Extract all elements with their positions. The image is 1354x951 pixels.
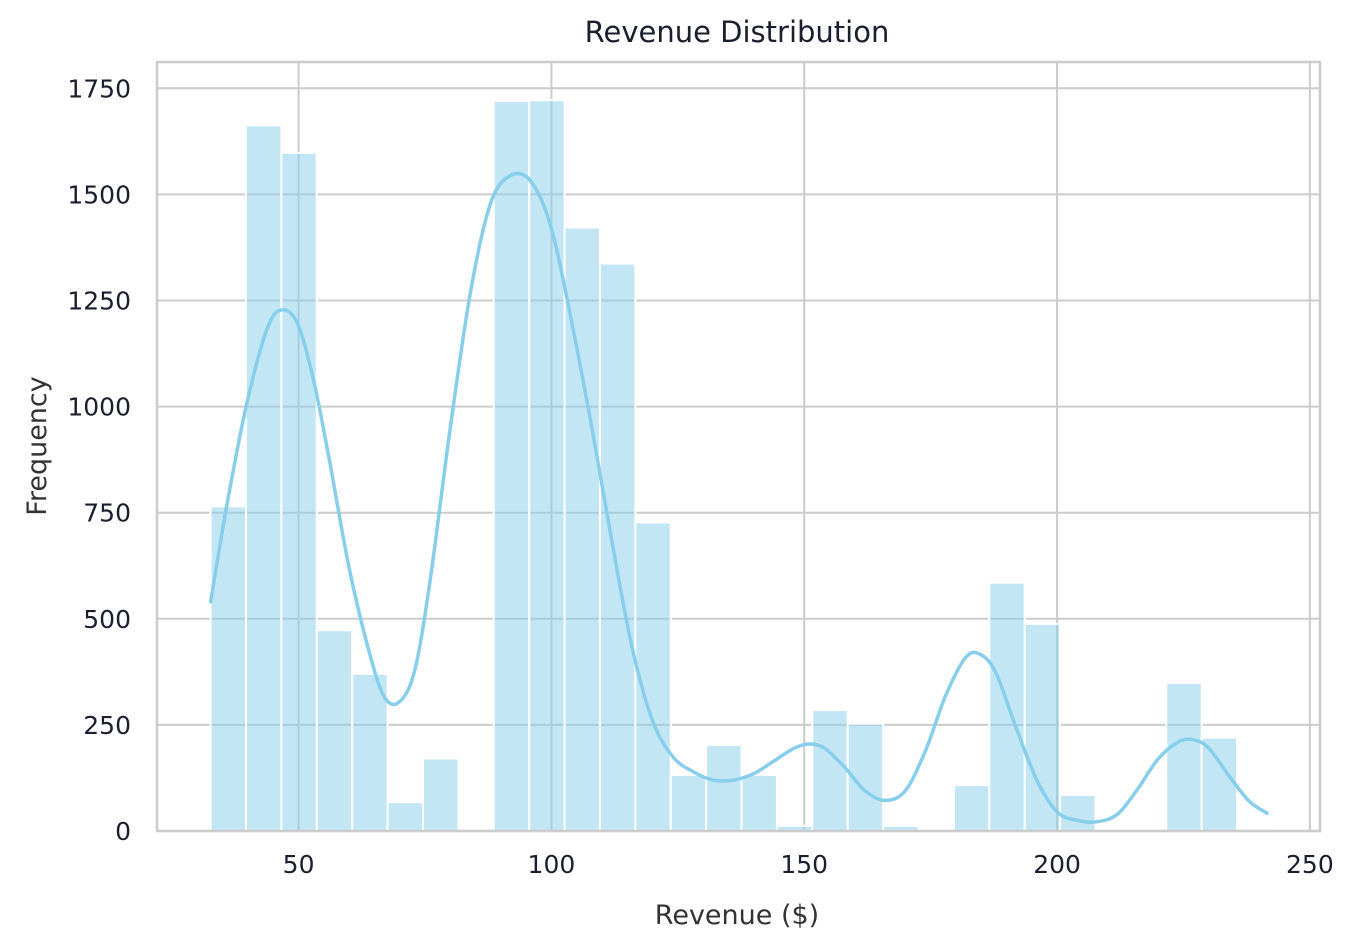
histogram-bar: [1023, 622, 1062, 832]
plot-frame: [155, 60, 1322, 833]
histogram-bars: [209, 99, 1274, 833]
histogram-bar: [421, 757, 460, 833]
y-axis-label: Frequency: [22, 376, 53, 516]
x-tick-label: 50: [283, 850, 315, 879]
histogram-bar: [705, 743, 743, 832]
histogram-bar: [811, 709, 849, 833]
histogram-bar: [740, 773, 778, 832]
x-axis-ticks: 50 100 150 200 250: [283, 850, 1334, 879]
histogram-bar: [669, 773, 708, 832]
chart-title: Revenue Distribution: [585, 15, 890, 49]
histogram-bar: [244, 124, 283, 832]
y-tick-label: 500: [83, 605, 131, 634]
y-tick-label: 250: [83, 711, 131, 740]
histogram-bar: [315, 629, 354, 832]
x-axis-label: Revenue ($): [655, 900, 819, 931]
y-tick-label: 1250: [67, 287, 131, 316]
histogram-bar: [1200, 736, 1239, 832]
x-tick-label: 250: [1286, 850, 1334, 879]
y-axis-ticks: 0 250 500 750 1000 1250 1500 1750: [67, 74, 131, 846]
histogram-bar: [598, 262, 637, 832]
y-tick-label: 750: [83, 499, 131, 528]
x-tick-label: 200: [1033, 850, 1081, 879]
histogram-bar: [351, 672, 389, 832]
x-tick-label: 150: [780, 850, 828, 879]
y-tick-label: 0: [115, 817, 131, 846]
histogram-bar: [280, 151, 318, 833]
histogram-bar: [209, 505, 247, 832]
histogram-bar: [386, 801, 424, 833]
histogram-bar: [952, 784, 991, 833]
histogram-bar: [1059, 793, 1097, 832]
kde-density-line: [208, 171, 1269, 824]
y-tick-label: 1750: [67, 74, 131, 103]
histogram-bar: [1165, 681, 1203, 832]
x-tick-label: 100: [528, 850, 576, 879]
y-tick-label: 1500: [67, 180, 131, 209]
y-tick-label: 1000: [67, 393, 131, 422]
histogram-bar: [634, 521, 672, 832]
histogram-bar: [492, 100, 531, 833]
